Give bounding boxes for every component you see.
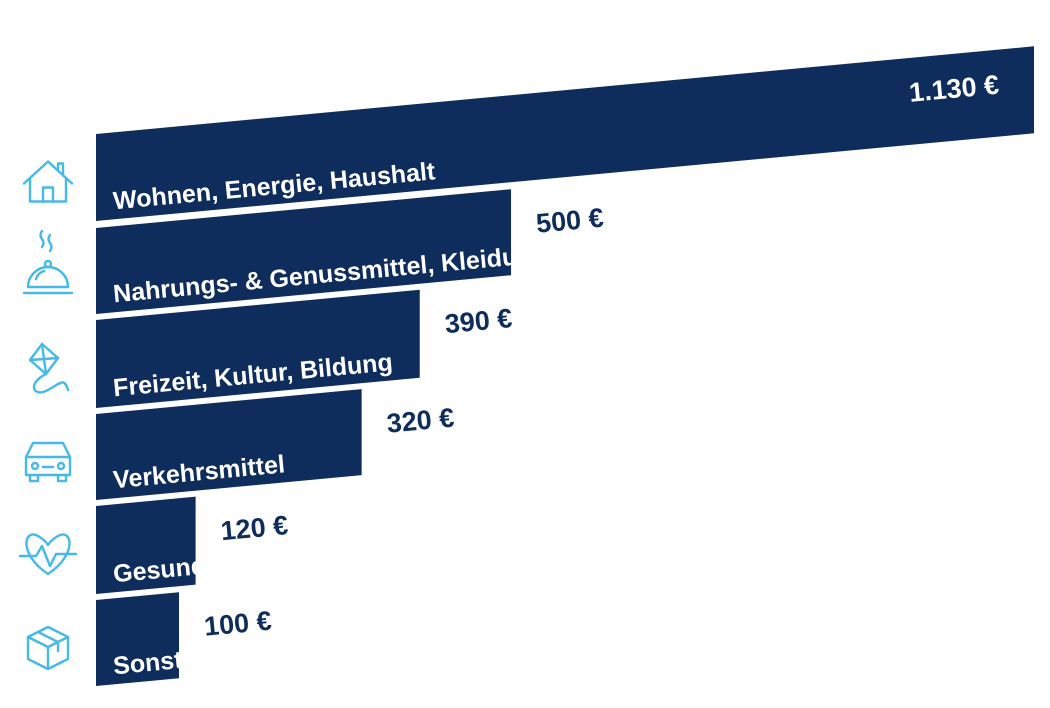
bar xyxy=(96,496,196,594)
kite-icon xyxy=(28,342,70,394)
value-label: 390 € xyxy=(444,303,514,339)
heartbeat-icon xyxy=(18,533,78,576)
value-label: 320 € xyxy=(385,403,455,439)
car-icon xyxy=(24,441,72,483)
house-icon xyxy=(22,160,74,203)
value-label: 120 € xyxy=(219,510,289,546)
package-icon xyxy=(26,625,70,671)
bar xyxy=(96,46,1034,222)
bar xyxy=(96,189,512,314)
food-cloche-icon xyxy=(22,229,74,295)
bar xyxy=(96,389,362,500)
icons-layer xyxy=(18,160,78,671)
value-label: 100 € xyxy=(203,606,273,642)
value-label: 500 € xyxy=(535,203,605,239)
bar xyxy=(96,289,420,408)
bar xyxy=(96,592,180,686)
